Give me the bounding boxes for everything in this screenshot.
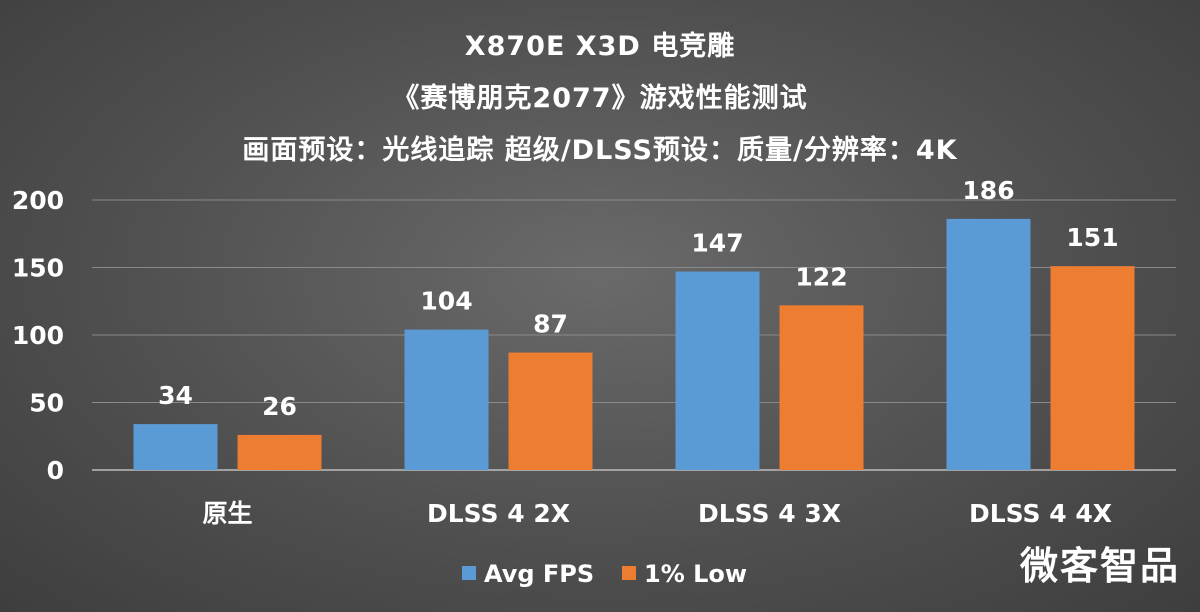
data-label: 147 [691, 229, 743, 258]
data-label: 151 [1066, 223, 1118, 252]
data-label: 186 [962, 176, 1014, 205]
bar-low-1pct [779, 305, 864, 470]
x-tick-label: DLSS 4 4X [969, 499, 1112, 528]
bar-avg-fps [946, 218, 1031, 470]
watermark: 微客智品 [1019, 544, 1180, 588]
bar-avg-fps [404, 329, 489, 470]
legend-swatch [622, 566, 636, 580]
x-tick-label: 原生 [202, 499, 252, 528]
data-label: 26 [262, 392, 297, 421]
legend-label: Avg FPS [484, 560, 594, 588]
bar-avg-fps [133, 424, 218, 470]
x-tick-label: DLSS 4 2X [427, 499, 570, 528]
chart-title: X870E X3D 电竞雕 [464, 31, 736, 62]
data-label: 87 [533, 310, 568, 339]
bar-low-1pct [1050, 266, 1135, 470]
chart-subtitle: 《赛博朋克2077》游戏性能测试 [392, 83, 808, 114]
bar-low-1pct [508, 352, 593, 470]
y-tick-label: 150 [12, 254, 64, 283]
y-tick-label: 0 [47, 456, 64, 485]
bar-low-1pct [237, 434, 322, 470]
y-tick-label: 50 [29, 389, 64, 418]
y-tick-label: 100 [12, 321, 64, 350]
chart-subtitle-settings: 画面预设：光线追踪 超级/DLSS预设：质量/分辨率：4K [242, 135, 958, 166]
legend-swatch [462, 566, 476, 580]
x-tick-label: DLSS 4 3X [698, 499, 841, 528]
data-label: 34 [158, 381, 193, 410]
legend-label: 1% Low [644, 560, 747, 588]
data-label: 104 [420, 287, 472, 316]
data-label: 122 [795, 262, 847, 291]
bar-avg-fps [675, 271, 760, 470]
y-tick-label: 200 [12, 186, 64, 215]
